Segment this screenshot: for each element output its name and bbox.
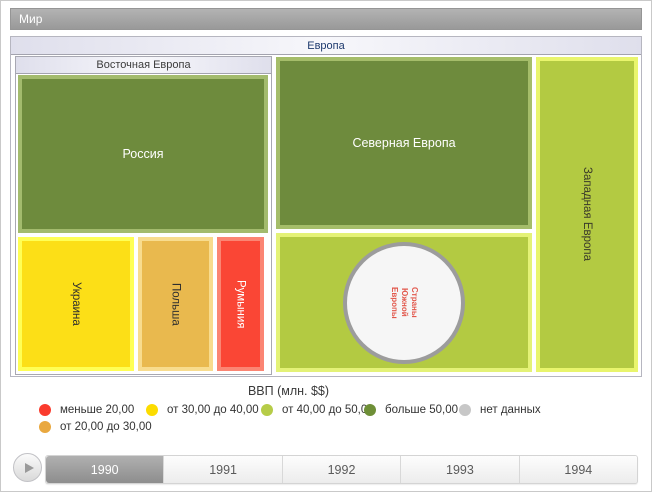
legend-swatch-red-icon (39, 404, 51, 416)
legend-item-label: от 40,00 до 50,00 (282, 404, 374, 416)
tile-poland-label: Польша (169, 282, 182, 326)
legend-item-label: от 30,00 до 40,00 (167, 404, 259, 416)
breadcrumb-world-label: Мир (19, 12, 43, 26)
tile-russia[interactable]: Россия (18, 75, 268, 233)
legend-item-label: больше 50,00 (385, 404, 459, 416)
play-button[interactable] (13, 453, 42, 482)
tile-northern-europe-label: Северная Европа (352, 136, 456, 150)
tile-western-europe-label: Западная Европа (581, 167, 593, 262)
timeline-year-1994[interactable]: 1994 (518, 456, 637, 483)
group-europe: Европа Восточная Европа Россия Украина П… (10, 36, 642, 377)
legend-item-label: нет данных (480, 404, 541, 416)
group-eastern-europe: Восточная Европа Россия Украина Польша Р… (15, 56, 272, 375)
group-header-eastern-europe-label: Восточная Европа (96, 59, 191, 71)
tile-romania[interactable]: Румыния (217, 237, 264, 371)
southern-europe-nodata-circle[interactable]: Страны Южной Европы (343, 241, 465, 364)
tile-ukraine[interactable]: Украина (18, 237, 134, 371)
tile-russia-label: Россия (122, 147, 164, 161)
legend-item-more-50: больше 50,00 (364, 404, 458, 416)
legend-item-30-40: от 30,00 до 40,00 (146, 404, 259, 416)
group-header-eastern-europe[interactable]: Восточная Европа (16, 57, 271, 74)
legend-item-label: от 20,00 до 30,00 (60, 421, 152, 433)
legend-item-less-20: меньше 20,00 (39, 404, 152, 416)
tile-southern-europe[interactable]: Страны Южной Европы (276, 233, 532, 372)
timeline: 1990 1991 1992 1993 1994 (45, 455, 638, 484)
legend: ВВП (млн. $$) меньше 20,00 от 20,00 до 3… (1, 384, 576, 456)
legend-column: меньше 20,00 от 20,00 до 30,00 (39, 404, 152, 433)
legend-swatch-yellow-icon (146, 404, 158, 416)
legend-swatch-darkgreen-icon (364, 404, 376, 416)
breadcrumb-world[interactable]: Мир (10, 8, 642, 30)
legend-swatch-gray-icon (459, 404, 471, 416)
legend-column: от 30,00 до 40,00 (146, 404, 259, 416)
legend-swatch-yellowgreen-icon (261, 404, 273, 416)
tile-ukraine-label: Украина (70, 282, 82, 326)
legend-swatch-orange-icon (39, 421, 51, 433)
tile-northern-europe[interactable]: Северная Европа (276, 57, 532, 229)
tile-poland[interactable]: Польша (138, 237, 213, 371)
group-header-europe-label: Европа (307, 39, 345, 52)
legend-item-no-data: нет данных (459, 404, 541, 416)
legend-title: ВВП (млн. $$) (247, 384, 330, 398)
legend-column: больше 50,00 (364, 404, 458, 416)
southern-europe-circle-label: Страны Южной Европы (390, 286, 419, 319)
legend-item-label: меньше 20,00 (60, 404, 135, 416)
timeline-year-1992[interactable]: 1992 (281, 456, 401, 483)
group-header-europe[interactable]: Европа (11, 37, 641, 55)
legend-item-40-50: от 40,00 до 50,00 (261, 404, 374, 416)
timeline-year-1991[interactable]: 1991 (163, 456, 282, 483)
tile-western-europe[interactable]: Западная Европа (536, 57, 638, 372)
timeline-year-1990[interactable]: 1990 (46, 456, 164, 483)
timeline-year-1993[interactable]: 1993 (400, 456, 519, 483)
play-icon (24, 462, 34, 473)
legend-column: нет данных (459, 404, 541, 416)
legend-column: от 40,00 до 50,00 (261, 404, 374, 416)
legend-item-20-30: от 20,00 до 30,00 (39, 421, 152, 433)
legend-items: меньше 20,00 от 20,00 до 30,00 от 30,00 … (1, 404, 576, 456)
tile-romania-label: Румыния (234, 279, 247, 329)
